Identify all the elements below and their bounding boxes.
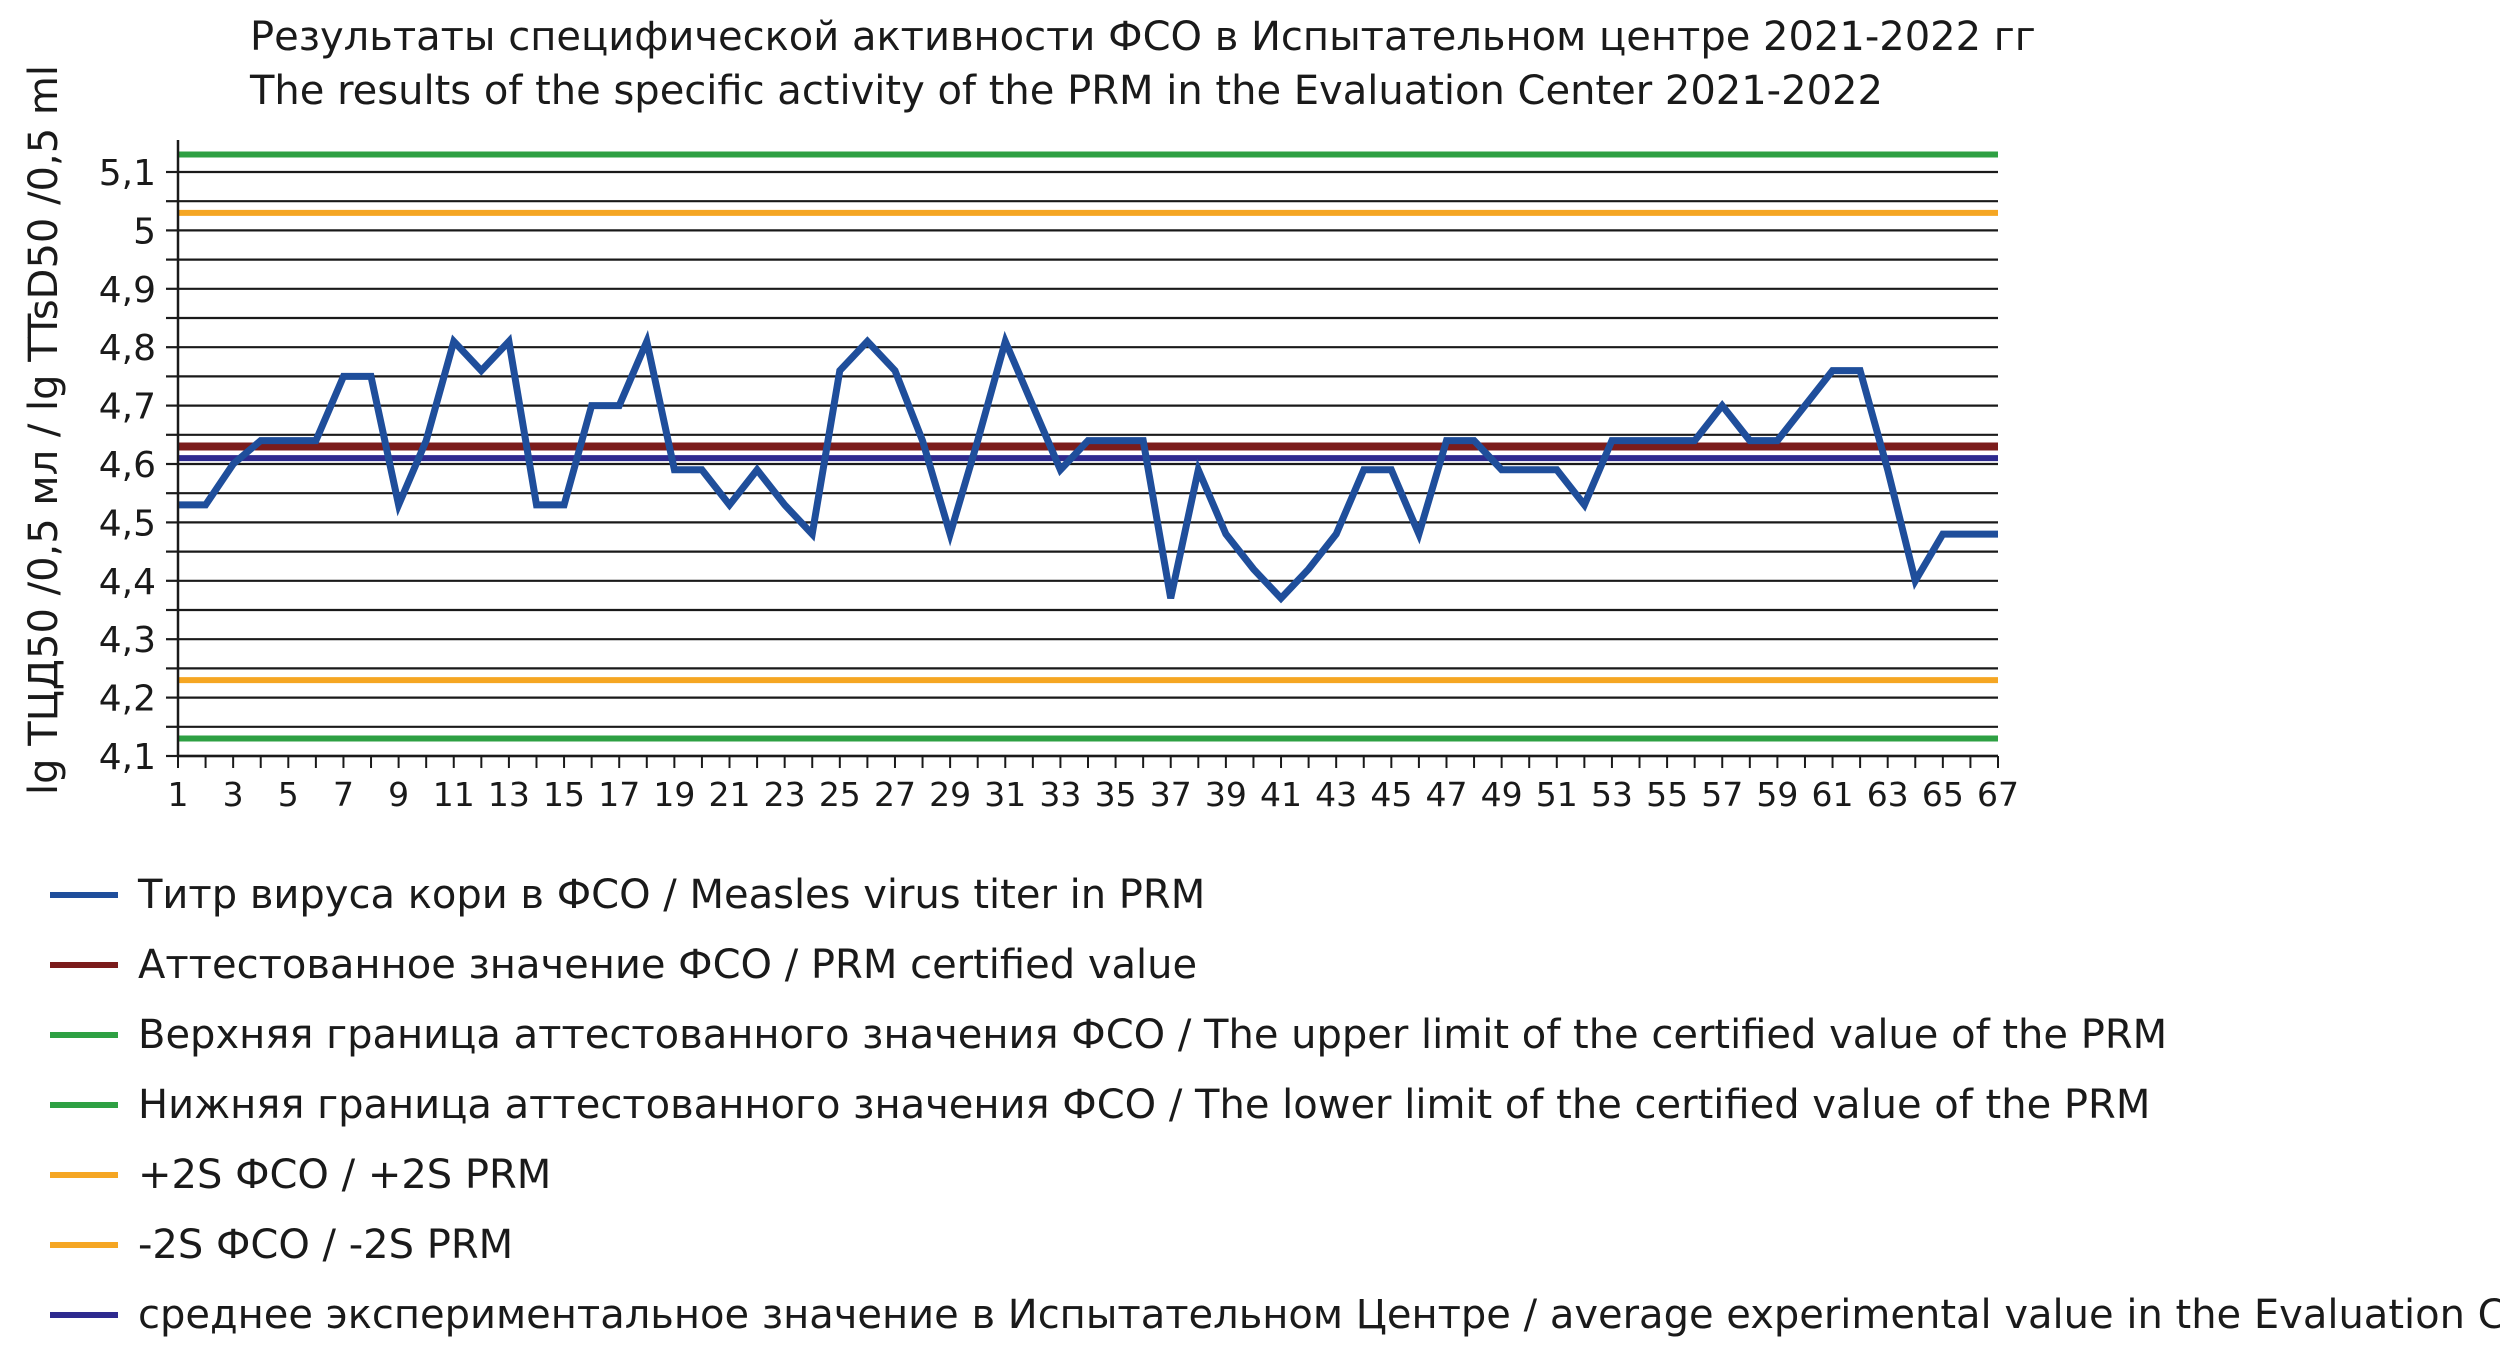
x-tick-label: 21 <box>709 775 751 814</box>
legend-item: среднее экспериментальное значение в Исп… <box>50 1280 2500 1350</box>
legend-item: Нижняя граница аттестованного значения Ф… <box>50 1070 2500 1140</box>
y-axis-label: lg ТЦД50 /0,5 мл / lg TTsD50 /0,5 ml <box>21 65 67 795</box>
x-tick-label: 1 <box>168 775 189 814</box>
y-tick-label: 4,4 <box>99 562 156 603</box>
axes <box>166 140 1999 768</box>
legend-swatch <box>50 892 118 898</box>
x-tick-label: 67 <box>1977 775 2019 814</box>
x-tick-label: 45 <box>1370 775 1412 814</box>
x-tick-label: 49 <box>1481 775 1523 814</box>
y-tick-label: 4,7 <box>99 387 156 428</box>
x-tick-label: 51 <box>1536 775 1578 814</box>
legend-label: +2S ФСО / +2S PRM <box>138 1152 552 1198</box>
x-tick-label: 3 <box>223 775 244 814</box>
x-tick-label: 55 <box>1646 775 1688 814</box>
x-tick-label: 27 <box>874 775 916 814</box>
x-tick-label: 15 <box>543 775 585 814</box>
legend-label: -2S ФСО / -2S PRM <box>138 1222 514 1268</box>
legend-swatch <box>50 1032 118 1038</box>
y-tick-label: 4,5 <box>99 503 156 544</box>
legend-item: +2S ФСО / +2S PRM <box>50 1140 2500 1210</box>
x-tick-label: 31 <box>984 775 1026 814</box>
y-tick-label: 4,9 <box>99 270 156 311</box>
y-tick-label: 4,6 <box>99 445 156 486</box>
legend-item: -2S ФСО / -2S PRM <box>50 1210 2500 1280</box>
legend-swatch <box>50 1242 118 1248</box>
x-tick-label: 11 <box>433 775 475 814</box>
x-tick-label: 7 <box>333 775 354 814</box>
chart-title: Результаты специфической активности ФСО … <box>250 14 2036 60</box>
x-tick-label: 63 <box>1867 775 1909 814</box>
x-tick-label: 59 <box>1756 775 1798 814</box>
y-tick-label: 4,3 <box>99 620 156 661</box>
x-tick-label: 17 <box>598 775 640 814</box>
x-tick-label: 25 <box>819 775 861 814</box>
y-tick-label: 4,1 <box>99 737 156 778</box>
x-tick-label: 23 <box>764 775 806 814</box>
x-tick-label: 35 <box>1095 775 1137 814</box>
legend-item: Аттестованное значение ФСО / PRM certifi… <box>50 930 2500 1000</box>
x-tick-label: 13 <box>488 775 530 814</box>
x-tick-label: 53 <box>1591 775 1633 814</box>
grid-lines <box>178 170 1998 758</box>
x-tick-label: 19 <box>653 775 695 814</box>
legend-label: Титр вируса кори в ФСО / Measles virus t… <box>138 872 1206 918</box>
x-tick-labels: 1 3 5 7 9 11 13 15 17 19 21 23 25 27 29 31 33 35 37 39 41 43 4… <box>168 775 2020 814</box>
x-tick-label: 47 <box>1425 775 1467 814</box>
chart-subtitle: The results of the specific activity of … <box>250 68 1883 114</box>
x-tick-label: 41 <box>1260 775 1302 814</box>
y-tick-labels: 4,1 4,2 4,3 4,4 4,5 4,6 4,7 4,8 4,9 5 5,1 <box>99 153 156 778</box>
y-tick-label: 5,1 <box>99 153 156 194</box>
x-tick-label: 5 <box>278 775 299 814</box>
y-tick-label: 4,2 <box>99 679 156 720</box>
x-tick-label: 37 <box>1150 775 1192 814</box>
y-tick-label: 5 <box>133 211 156 252</box>
legend-item: Титр вируса кори в ФСО / Measles virus t… <box>50 860 2500 930</box>
x-tick-label: 57 <box>1701 775 1743 814</box>
legend-swatch <box>50 1102 118 1108</box>
legend-swatch <box>50 1312 118 1318</box>
legend-label: Нижняя граница аттестованного значения Ф… <box>138 1082 2151 1128</box>
y-tick-label: 4,8 <box>99 328 156 369</box>
legend-swatch <box>50 962 118 968</box>
series-line-measles-titer <box>178 329 1998 604</box>
x-tick-label: 43 <box>1315 775 1357 814</box>
x-tick-label: 65 <box>1922 775 1964 814</box>
x-tick-label: 9 <box>388 775 409 814</box>
legend-item: Верхняя граница аттестованного значения … <box>50 1000 2500 1070</box>
legend-label: Верхняя граница аттестованного значения … <box>138 1012 2168 1058</box>
x-tick-label: 61 <box>1812 775 1854 814</box>
series-layer <box>177 329 1999 604</box>
reference-lines <box>178 151 1998 742</box>
x-tick-label: 39 <box>1205 775 1247 814</box>
line-chart: 4,14,24,34,44,54,64,74,84,955,1 1 3 5 7 9 11 1… <box>99 140 2020 814</box>
legend-label: Аттестованное значение ФСО / PRM certifi… <box>138 942 1198 988</box>
legend: Титр вируса кори в ФСО / Measles virus t… <box>50 860 2500 1350</box>
legend-swatch <box>50 1172 118 1178</box>
legend-label: среднее экспериментальное значение в Исп… <box>138 1292 2500 1338</box>
x-tick-label: 33 <box>1039 775 1081 814</box>
x-tick-label: 29 <box>929 775 971 814</box>
